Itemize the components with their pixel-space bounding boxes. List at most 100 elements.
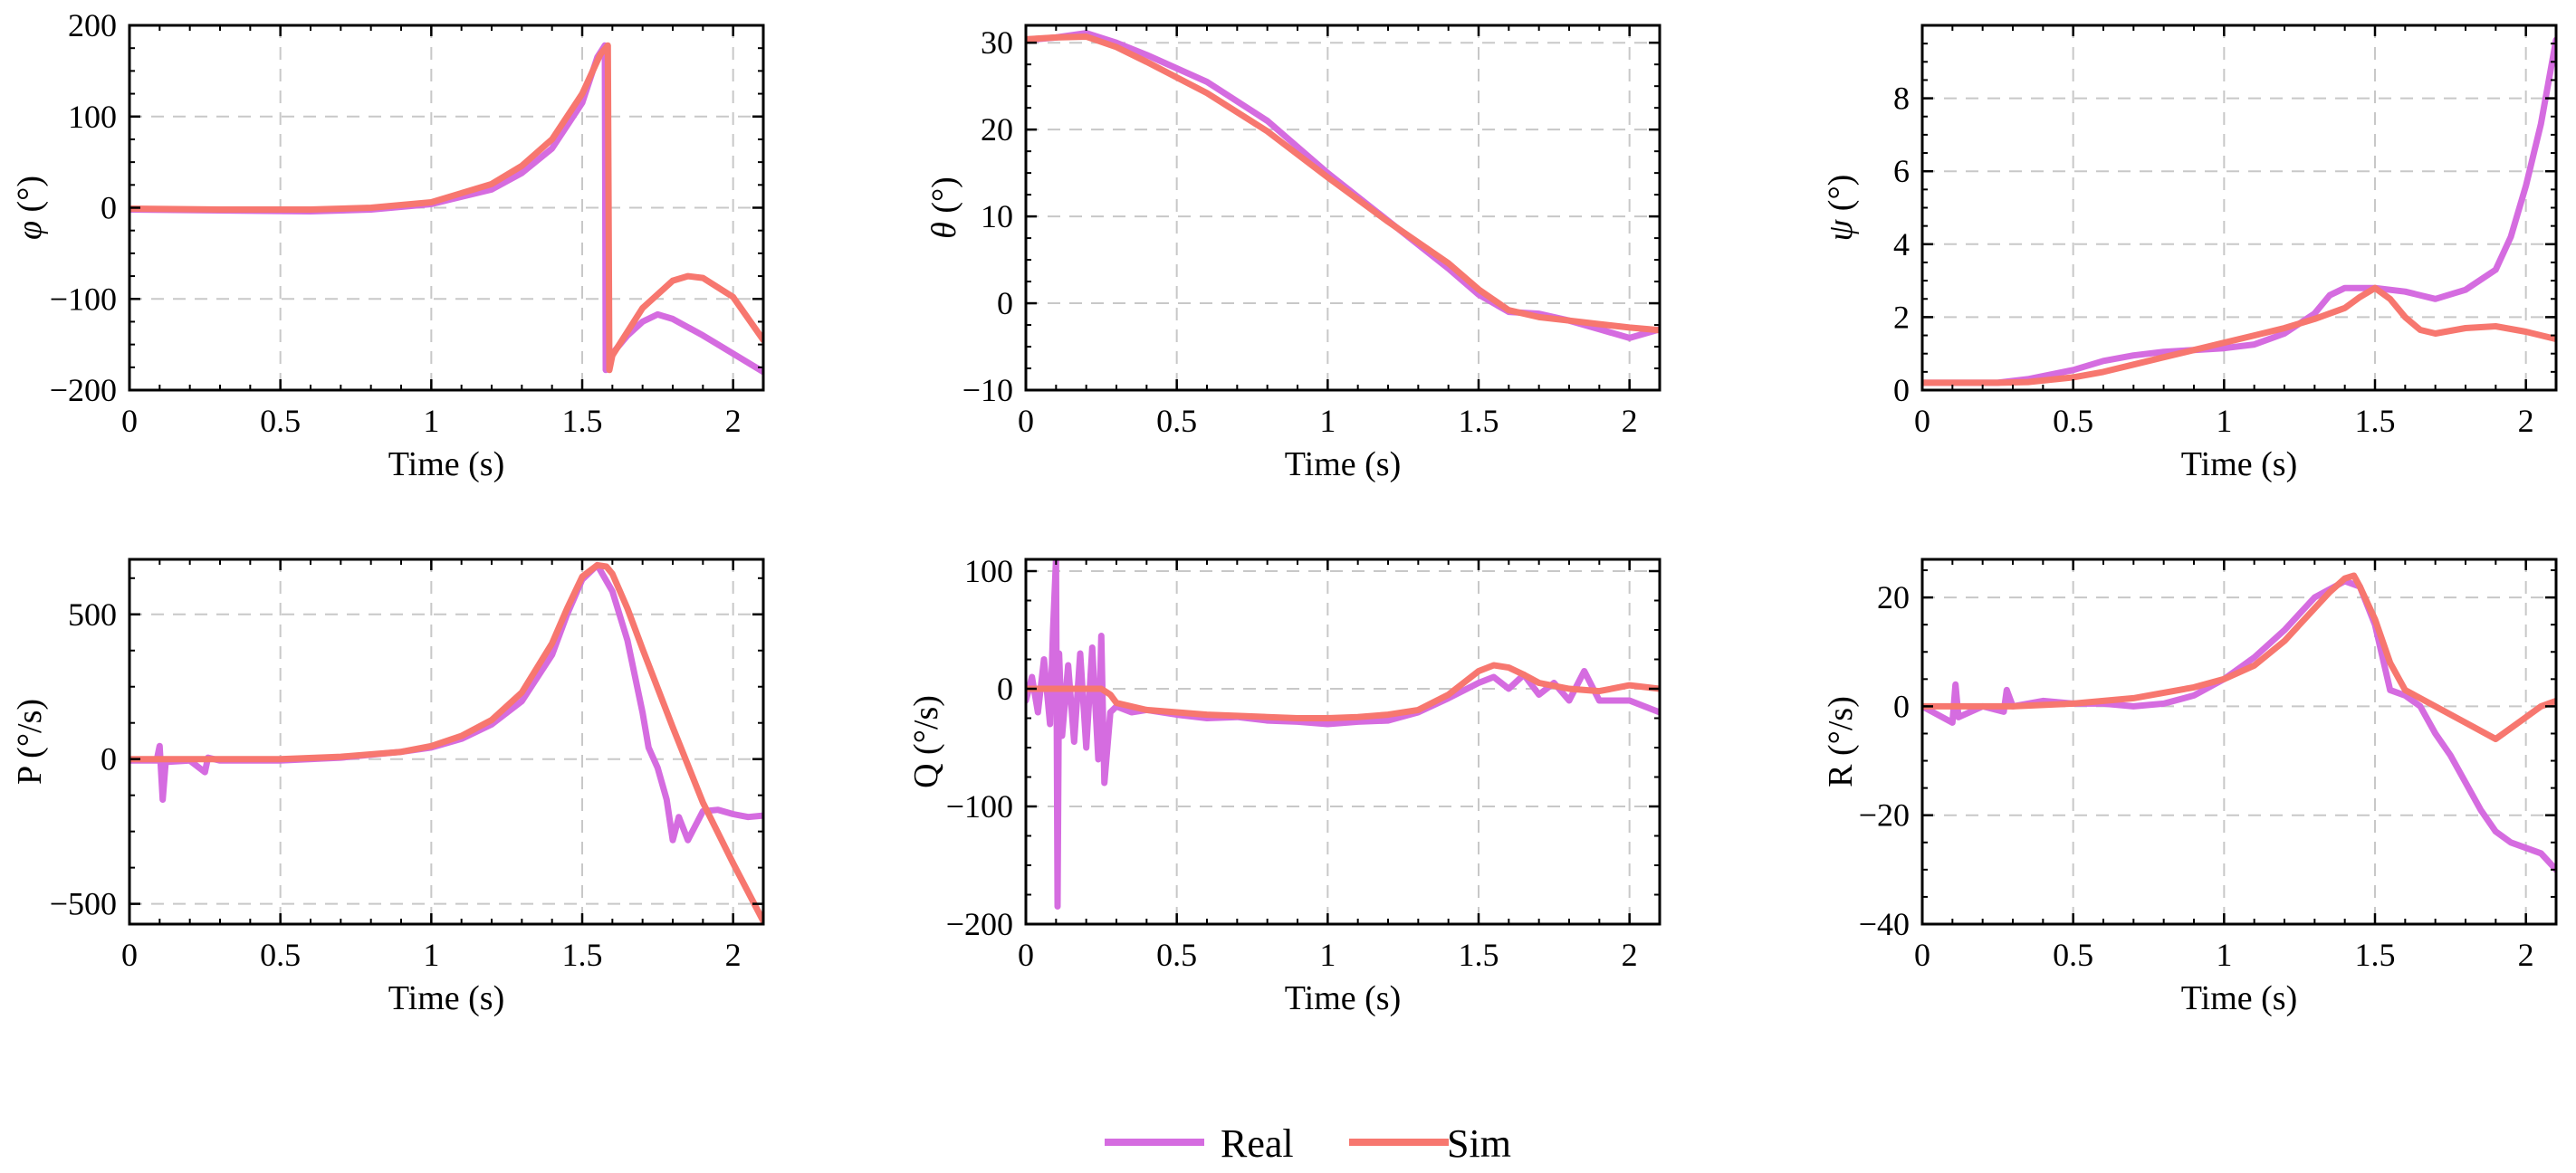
x-tick-label: 0.5 [260, 937, 301, 973]
x-tick-label: 2 [725, 937, 742, 973]
y-tick-label: −200 [50, 372, 117, 408]
x-tick-label: 2 [1622, 937, 1638, 973]
x-tick-label: 1 [2216, 937, 2232, 973]
x-tick-label: 0 [1018, 937, 1034, 973]
x-tick-label: 2 [1622, 403, 1638, 439]
x-tick-label: 2 [725, 403, 742, 439]
y-axis-label: Q (°/s) [907, 695, 945, 788]
y-tick-label: 20 [981, 111, 1013, 148]
legend-label-sim: Sim [1447, 1121, 1511, 1166]
y-tick-label: 100 [964, 553, 1013, 589]
y-tick-label: 0 [101, 741, 117, 777]
legend: Real Sim [1105, 1121, 1511, 1166]
y-tick-label: 100 [68, 99, 117, 135]
y-axis-label-unit: (°) [1822, 175, 1860, 220]
x-axis-label: Time (s) [1285, 979, 1401, 1017]
y-axis-label-unit: (°/s) [11, 699, 49, 767]
y-tick-label: −10 [962, 372, 1013, 408]
x-tick-label: 0 [1914, 403, 1930, 439]
series-real-line [129, 561, 763, 844]
y-axis-label: P (°/s) [11, 699, 49, 785]
x-tick-label: 0.5 [2053, 937, 2093, 973]
x-tick-label: 0 [1914, 937, 1930, 973]
axes-frame [1024, 24, 1661, 392]
y-axis-label-unit: (°/s) [907, 695, 945, 763]
y-axis-label: R (°/s) [1822, 696, 1860, 787]
x-tick-label: 1.5 [562, 403, 603, 439]
y-axis-label-symbol: θ [925, 222, 963, 239]
x-tick-label: 1.5 [1459, 937, 1499, 973]
y-tick-label: 10 [981, 198, 1013, 234]
x-tick-label: 1 [423, 937, 439, 973]
x-tick-label: 1 [423, 403, 439, 439]
y-tick-label: −200 [946, 906, 1013, 942]
y-tick-label: 0 [997, 285, 1013, 321]
x-tick-label: 0.5 [260, 403, 301, 439]
y-tick-label: −40 [1859, 906, 1910, 942]
x-axis-label: Time (s) [2181, 979, 2297, 1017]
series-real-line [1922, 36, 2556, 386]
x-tick-label: 0.5 [1156, 403, 1197, 439]
y-axis-label: θ (°) [925, 176, 963, 239]
y-axis-label-unit: (°/s) [1822, 696, 1860, 764]
series-sim-line [1922, 284, 2556, 386]
y-axis-label-symbol: P [11, 767, 49, 785]
y-tick-label: 2 [1893, 299, 1910, 335]
x-tick-label: 0 [121, 937, 138, 973]
x-tick-label: 1 [1319, 937, 1336, 973]
axes-frame [1920, 558, 2558, 926]
x-tick-label: 0.5 [2053, 403, 2093, 439]
y-tick-label: 0 [1893, 372, 1910, 408]
subplot-phi: 0 0.5 1 1.5 2 −200 −100 0 100 200 Time (s) φ (°) [11, 7, 765, 483]
axes-frame [128, 558, 765, 926]
x-tick-label: 1 [1319, 403, 1336, 439]
series-real-line [1026, 559, 1660, 910]
x-tick-label: 1.5 [562, 937, 603, 973]
subplot-psi: 0 0.5 1 1.5 2 0 2 4 6 8 Time (s) ψ (°) [1822, 24, 2558, 483]
x-tick-label: 1.5 [2355, 937, 2396, 973]
y-tick-label: 200 [68, 7, 117, 43]
y-tick-label: 4 [1893, 226, 1910, 262]
x-tick-label: 1.5 [1459, 403, 1499, 439]
y-tick-label: 20 [1877, 579, 1910, 615]
y-axis-label-symbol: φ [11, 221, 49, 240]
x-tick-label: 2 [2518, 403, 2534, 439]
axes-frame [1920, 24, 2558, 392]
x-tick-label: 0.5 [1156, 937, 1197, 973]
x-tick-label: 0 [121, 403, 138, 439]
y-tick-label: 30 [981, 24, 1013, 61]
y-axis-label-symbol: R [1822, 764, 1860, 787]
series-sim-line [1026, 662, 1660, 721]
y-axis-label-symbol: ψ [1822, 218, 1860, 241]
series-sim-line [129, 42, 763, 374]
x-axis-label: Time (s) [388, 979, 504, 1017]
y-tick-label: 0 [997, 671, 1013, 707]
series-real-line [1922, 577, 2556, 873]
series-sim-line [129, 561, 763, 924]
legend-label-real: Real [1221, 1121, 1294, 1166]
y-tick-label: −100 [50, 281, 117, 317]
y-tick-label: 8 [1893, 81, 1910, 117]
y-tick-label: −20 [1859, 797, 1910, 834]
axes-frame [1024, 558, 1661, 926]
y-axis-label-symbol: Q [907, 763, 945, 787]
y-axis-label-unit: (°) [925, 176, 963, 222]
y-tick-label: −100 [946, 788, 1013, 825]
y-tick-label: 500 [68, 596, 117, 633]
y-tick-label: 0 [1893, 688, 1910, 724]
y-axis-label: ψ (°) [1822, 175, 1860, 242]
subplot-R: 0 0.5 1 1.5 2 −40 −20 0 20 Time (s) R (°/s) [1822, 558, 2558, 1017]
series-sim-line [1922, 572, 2556, 742]
y-tick-label: 6 [1893, 153, 1910, 189]
x-axis-label: Time (s) [388, 445, 504, 483]
y-axis-label: φ (°) [11, 176, 49, 240]
y-tick-label: 0 [101, 190, 117, 226]
series-sim-line [1026, 33, 1660, 334]
x-tick-label: 0 [1018, 403, 1034, 439]
x-tick-label: 1.5 [2355, 403, 2396, 439]
x-tick-label: 1 [2216, 403, 2232, 439]
x-axis-label: Time (s) [2181, 445, 2297, 483]
